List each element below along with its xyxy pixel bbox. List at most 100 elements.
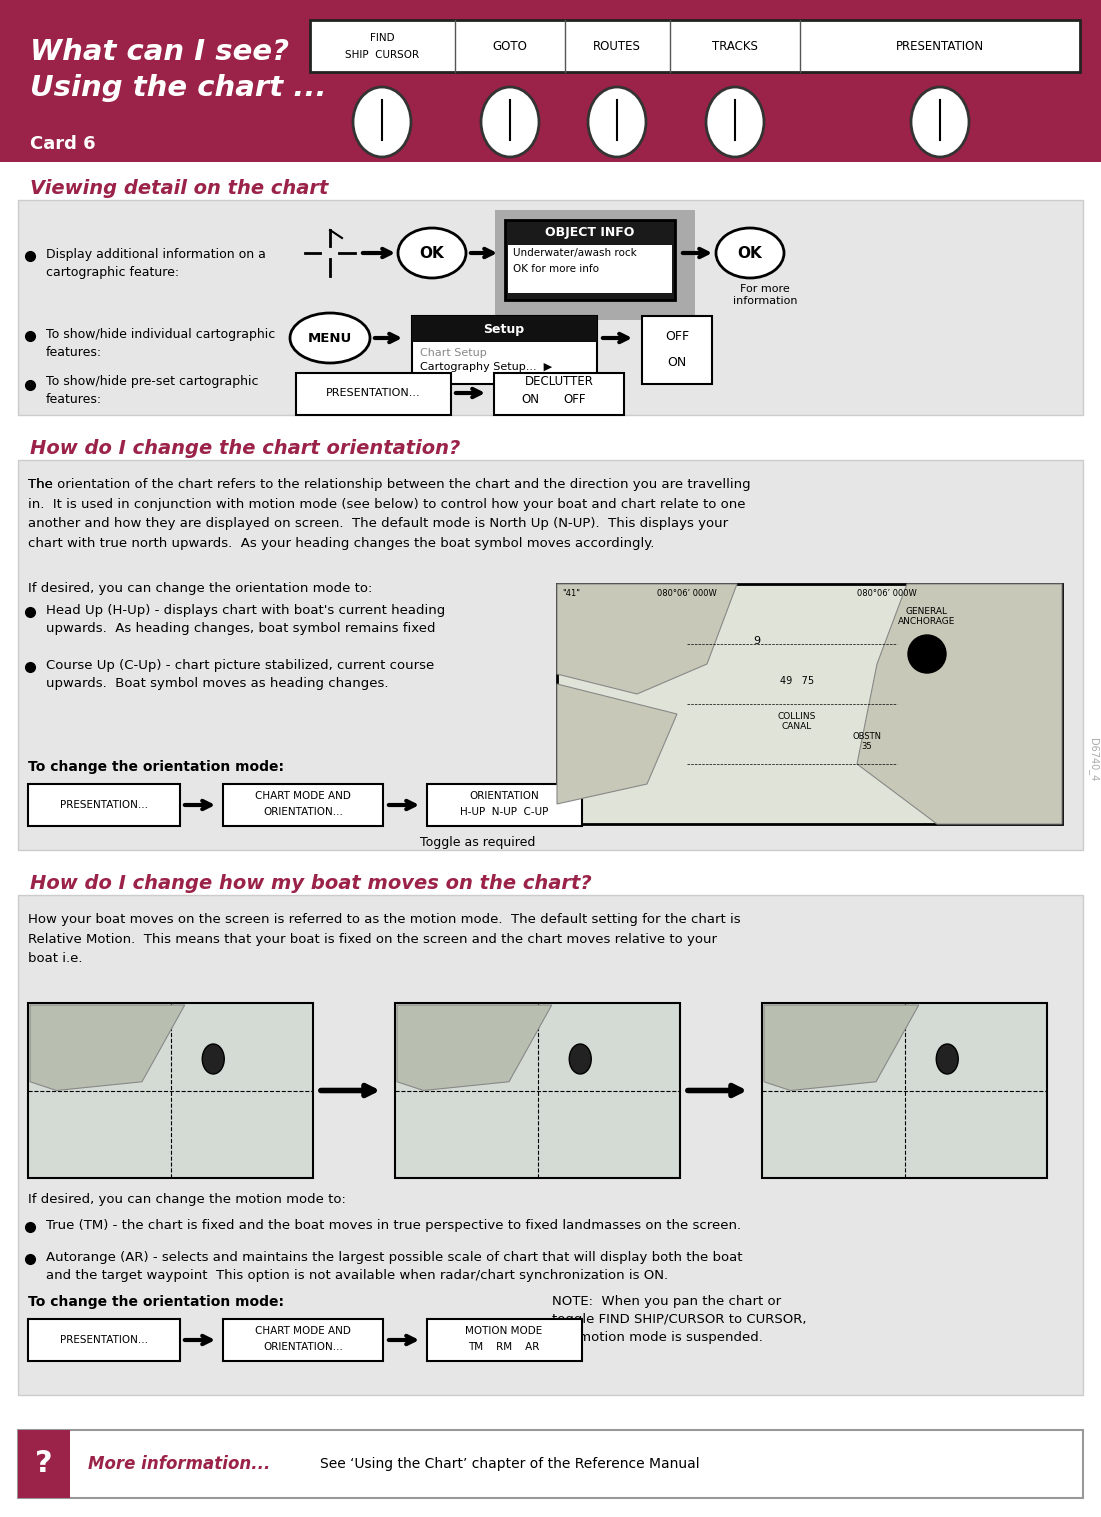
Text: ORIENTATION...: ORIENTATION...: [263, 1343, 342, 1352]
FancyBboxPatch shape: [412, 316, 597, 384]
Text: How your boat moves on the screen is referred to as the motion mode.  The defaul: How your boat moves on the screen is ref…: [28, 913, 741, 965]
Ellipse shape: [481, 86, 539, 156]
Text: OBSTN
35: OBSTN 35: [852, 731, 882, 751]
Text: MENU: MENU: [308, 332, 352, 344]
Text: What can I see?: What can I see?: [30, 38, 288, 67]
Text: SHIP  CURSOR: SHIP CURSOR: [345, 50, 419, 61]
Text: 080°06’ 000W: 080°06’ 000W: [857, 589, 917, 598]
Text: ORIENTATION: ORIENTATION: [469, 790, 538, 801]
Polygon shape: [557, 584, 737, 693]
Ellipse shape: [397, 228, 466, 278]
FancyBboxPatch shape: [412, 316, 597, 341]
Text: To show/hide pre-set cartographic
features:: To show/hide pre-set cartographic featur…: [46, 375, 259, 407]
Text: The orientation of the chart refers to the relationship between the chart and th: The orientation of the chart refers to t…: [28, 478, 751, 549]
FancyBboxPatch shape: [508, 246, 672, 293]
FancyBboxPatch shape: [18, 1431, 1083, 1497]
Text: PRESENTATION: PRESENTATION: [896, 39, 984, 53]
Text: D6740_4: D6740_4: [1088, 739, 1099, 781]
Ellipse shape: [290, 313, 370, 363]
Text: GOTO: GOTO: [492, 39, 527, 53]
Text: PRESENTATION...: PRESENTATION...: [326, 388, 421, 397]
Text: Course Up (C-Up) - chart picture stabilized, current course
upwards.  Boat symbo: Course Up (C-Up) - chart picture stabili…: [46, 658, 434, 690]
Text: OFF: OFF: [564, 393, 586, 405]
Text: Viewing detail on the chart: Viewing detail on the chart: [30, 179, 328, 199]
Text: OK: OK: [419, 246, 445, 261]
Text: ORIENTATION...: ORIENTATION...: [263, 807, 342, 818]
FancyBboxPatch shape: [762, 1003, 1047, 1179]
FancyBboxPatch shape: [18, 1431, 70, 1497]
Text: CHART MODE AND: CHART MODE AND: [255, 1326, 351, 1336]
Polygon shape: [557, 684, 677, 804]
Text: ON: ON: [667, 355, 687, 369]
Text: More information...: More information...: [88, 1455, 271, 1473]
Text: To change the orientation mode:: To change the orientation mode:: [28, 1296, 284, 1309]
Text: 080°06’ 000W: 080°06’ 000W: [657, 589, 717, 598]
Text: OK for more info: OK for more info: [513, 264, 599, 275]
FancyBboxPatch shape: [18, 200, 1083, 416]
Text: To change the orientation mode:: To change the orientation mode:: [28, 760, 284, 774]
FancyBboxPatch shape: [224, 784, 383, 825]
FancyBboxPatch shape: [0, 0, 1101, 162]
FancyBboxPatch shape: [28, 1003, 313, 1179]
Text: ?: ?: [35, 1450, 53, 1479]
Text: Toggle as required: Toggle as required: [419, 836, 535, 850]
FancyBboxPatch shape: [495, 209, 695, 320]
Text: For more
information: For more information: [733, 284, 797, 305]
Polygon shape: [764, 1004, 918, 1091]
Text: Display additional information on a
cartographic feature:: Display additional information on a cart…: [46, 247, 265, 279]
FancyBboxPatch shape: [296, 373, 451, 416]
Text: 49   75: 49 75: [780, 677, 814, 686]
Text: Cartography Setup...  ▶: Cartography Setup... ▶: [419, 363, 552, 372]
Text: Head Up (H-Up) - displays chart with boat's current heading
upwards.  As heading: Head Up (H-Up) - displays chart with boa…: [46, 604, 445, 636]
Text: Chart Setup: Chart Setup: [419, 347, 487, 358]
Text: DECLUTTER: DECLUTTER: [524, 375, 593, 387]
FancyBboxPatch shape: [557, 584, 1062, 824]
FancyBboxPatch shape: [28, 1318, 179, 1361]
Text: Using the chart ...: Using the chart ...: [30, 74, 327, 102]
Text: If desired, you can change the motion mode to:: If desired, you can change the motion mo…: [28, 1192, 346, 1206]
Text: Card 6: Card 6: [30, 135, 96, 153]
Ellipse shape: [353, 86, 411, 156]
Ellipse shape: [716, 228, 784, 278]
Text: Autorange (AR) - selects and maintains the largest possible scale of chart that : Autorange (AR) - selects and maintains t…: [46, 1252, 742, 1282]
Ellipse shape: [706, 86, 764, 156]
FancyBboxPatch shape: [395, 1003, 680, 1179]
Ellipse shape: [936, 1044, 958, 1074]
Ellipse shape: [911, 86, 969, 156]
Text: PRESENTATION...: PRESENTATION...: [59, 799, 148, 810]
Text: COLLINS
CANAL: COLLINS CANAL: [777, 711, 816, 731]
FancyBboxPatch shape: [18, 460, 1083, 850]
Text: PRESENTATION...: PRESENTATION...: [59, 1335, 148, 1346]
Ellipse shape: [569, 1044, 591, 1074]
Text: OFF: OFF: [665, 329, 689, 343]
Ellipse shape: [203, 1044, 225, 1074]
Text: H-UP  N-UP  C-UP: H-UP N-UP C-UP: [460, 807, 548, 818]
FancyBboxPatch shape: [427, 1318, 582, 1361]
FancyBboxPatch shape: [427, 784, 582, 825]
Polygon shape: [857, 584, 1062, 824]
Text: The: The: [28, 478, 57, 492]
Text: To show/hide individual cartographic
features:: To show/hide individual cartographic fea…: [46, 328, 275, 360]
Text: See ‘Using the Chart’ chapter of the Reference Manual: See ‘Using the Chart’ chapter of the Ref…: [320, 1456, 699, 1471]
Text: "41": "41": [562, 589, 580, 598]
Polygon shape: [30, 1004, 185, 1091]
Text: True (TM) - the chart is fixed and the boat moves in true perspective to fixed l: True (TM) - the chart is fixed and the b…: [46, 1220, 741, 1232]
Text: TRACKS: TRACKS: [712, 39, 757, 53]
Polygon shape: [397, 1004, 552, 1091]
Text: GENERAL
ANCHORAGE: GENERAL ANCHORAGE: [898, 607, 956, 627]
Text: If desired, you can change the orientation mode to:: If desired, you can change the orientati…: [28, 583, 372, 595]
Text: Underwater/awash rock: Underwater/awash rock: [513, 247, 636, 258]
FancyBboxPatch shape: [18, 895, 1083, 1396]
FancyBboxPatch shape: [505, 220, 675, 300]
Text: CHART MODE AND: CHART MODE AND: [255, 790, 351, 801]
Ellipse shape: [908, 636, 946, 674]
Text: NOTE:  When you pan the chart or
toggle FIND SHIP/CURSOR to CURSOR,
the motion m: NOTE: When you pan the chart or toggle F…: [552, 1296, 807, 1344]
FancyBboxPatch shape: [28, 784, 179, 825]
Text: TM    RM    AR: TM RM AR: [468, 1343, 539, 1352]
Text: FIND: FIND: [370, 33, 394, 42]
Text: OK: OK: [738, 246, 762, 261]
Text: How do I change how my boat moves on the chart?: How do I change how my boat moves on the…: [30, 874, 591, 894]
Text: ON: ON: [521, 393, 539, 405]
Ellipse shape: [588, 86, 646, 156]
Text: 9: 9: [753, 636, 761, 646]
